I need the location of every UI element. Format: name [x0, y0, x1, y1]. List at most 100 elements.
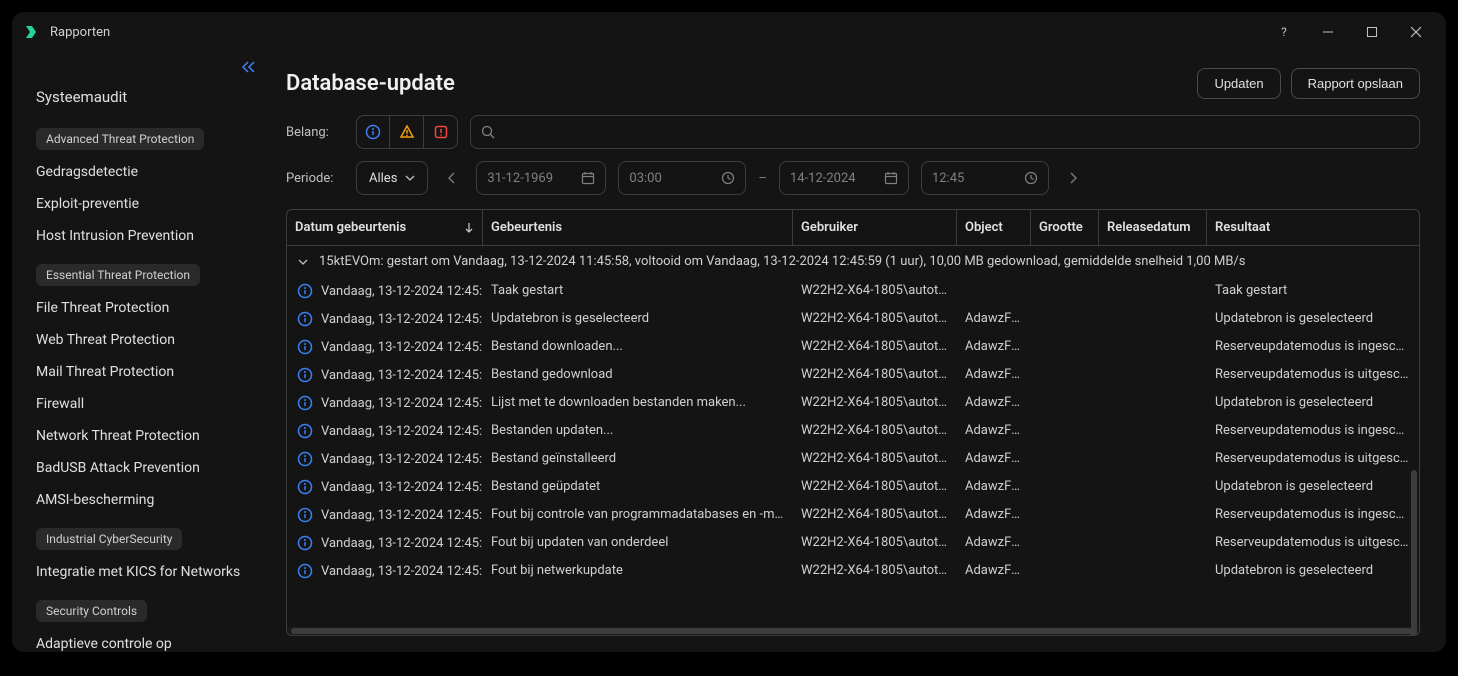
time-to-value: 12:45 [932, 171, 964, 186]
sidebar-item[interactable]: Gedragsdetectie [12, 156, 270, 188]
th-release[interactable]: Releasedatum [1099, 210, 1207, 245]
cell-size [1031, 445, 1099, 473]
time-to-input[interactable]: 12:45 [921, 161, 1049, 195]
cell-event: Bestand geïnstalleerd [483, 445, 793, 473]
search-input[interactable] [470, 115, 1420, 149]
cell-release [1099, 361, 1207, 389]
cell-size [1031, 529, 1099, 557]
cell-date: Vandaag, 13-12-2024 12:45:58 [321, 368, 483, 383]
update-button[interactable]: Updaten [1197, 68, 1280, 99]
table-row[interactable]: Vandaag, 13-12-2024 12:45:58Fout bij net… [287, 557, 1419, 585]
cell-date: Vandaag, 13-12-2024 12:45:58 [321, 564, 483, 579]
cell-user: W22H2-X64-1805\autotester [793, 333, 957, 361]
sidebar-item[interactable]: Firewall [12, 388, 270, 420]
cell-user: W22H2-X64-1805\autotester [793, 473, 957, 501]
table-row[interactable]: Vandaag, 13-12-2024 12:45:58Fout bij con… [287, 501, 1419, 529]
app-window: Rapporten ? Systeemaudit Advanced Threat… [12, 12, 1446, 652]
cell-object: AdawzFpT [957, 557, 1031, 585]
page-title: Database-update [286, 71, 455, 96]
table-row[interactable]: Vandaag, 13-12-2024 12:45:58Taak gestart… [287, 277, 1419, 305]
cell-release [1099, 417, 1207, 445]
table-row[interactable]: Vandaag, 13-12-2024 12:45:58Bestanden up… [287, 417, 1419, 445]
cell-object: AdawzFpT [957, 529, 1031, 557]
info-icon [297, 507, 313, 523]
maximize-button[interactable] [1354, 18, 1390, 46]
cell-size [1031, 333, 1099, 361]
cell-result: Reserveupdatemodus is ingeschakeld [1207, 417, 1419, 445]
info-icon [297, 423, 313, 439]
info-icon [297, 479, 313, 495]
date-to-input[interactable]: 14-12-2024 [779, 161, 909, 195]
horizontal-scrollbar[interactable] [287, 627, 1419, 635]
period-prev-button[interactable] [440, 161, 464, 195]
cell-date: Vandaag, 13-12-2024 12:45:58 [321, 536, 483, 551]
sidebar-item[interactable]: Network Threat Protection [12, 420, 270, 452]
sidebar-collapse-button[interactable] [12, 60, 270, 78]
table-body: 15ktEVOm: gestart om Vandaag, 13-12-2024… [287, 246, 1419, 627]
severity-warning-button[interactable] [390, 115, 424, 149]
minimize-button[interactable] [1310, 18, 1346, 46]
cell-object: AdawzFpT [957, 501, 1031, 529]
severity-group [356, 115, 458, 149]
sidebar-item[interactable]: Exploit-preventie [12, 188, 270, 220]
info-icon [297, 535, 313, 551]
vertical-scrollbar[interactable] [1411, 470, 1417, 636]
cell-date: Vandaag, 13-12-2024 12:45:58 [321, 284, 483, 299]
chevron-down-icon [405, 173, 415, 183]
cell-release [1099, 305, 1207, 333]
cell-release [1099, 501, 1207, 529]
severity-critical-button[interactable] [424, 115, 458, 149]
cell-object: AdawzFpT [957, 389, 1031, 417]
th-user[interactable]: Gebruiker [793, 210, 957, 245]
cell-event: Bestanden updaten... [483, 417, 793, 445]
severity-info-button[interactable] [356, 115, 390, 149]
cell-date: Vandaag, 13-12-2024 12:45:58 [321, 508, 483, 523]
table-row[interactable]: Vandaag, 13-12-2024 12:45:58Fout bij upd… [287, 529, 1419, 557]
close-button[interactable] [1398, 18, 1434, 46]
date-from-input[interactable]: 31-12-1969 [476, 161, 606, 195]
sidebar-item[interactable]: BadUSB Attack Prevention [12, 452, 270, 484]
sidebar-item-systeemaudit[interactable]: Systeemaudit [12, 78, 270, 116]
sidebar-item[interactable]: Integratie met KICS for Networks [12, 556, 270, 588]
time-from-input[interactable]: 03:00 [618, 161, 746, 195]
severity-label: Belang: [286, 125, 344, 140]
titlebar: Rapporten ? [12, 12, 1446, 52]
table-row[interactable]: Vandaag, 13-12-2024 12:45:58Updatebron i… [287, 305, 1419, 333]
th-size[interactable]: Grootte [1031, 210, 1099, 245]
app-body: Systeemaudit Advanced Threat ProtectionG… [12, 52, 1446, 652]
th-date[interactable]: Datum gebeurtenis [287, 210, 483, 245]
sidebar-item[interactable]: AMSI-bescherming [12, 484, 270, 516]
table-row[interactable]: Vandaag, 13-12-2024 12:45:58Bestand gedo… [287, 361, 1419, 389]
info-icon [297, 395, 313, 411]
sidebar-item[interactable]: Adaptieve controle op afwijkingen [12, 628, 270, 652]
sidebar-item[interactable]: File Threat Protection [12, 292, 270, 324]
table-row[interactable]: Vandaag, 13-12-2024 12:45:58Bestand geïn… [287, 445, 1419, 473]
period-next-button[interactable] [1061, 161, 1085, 195]
info-icon [297, 367, 313, 383]
table-row[interactable]: Vandaag, 13-12-2024 12:45:58Bestand down… [287, 333, 1419, 361]
cell-user: W22H2-X64-1805\autotester [793, 501, 957, 529]
table-row[interactable]: Vandaag, 13-12-2024 12:45:58Lijst met te… [287, 389, 1419, 417]
sidebar-item[interactable]: Host Intrusion Prevention [12, 220, 270, 252]
info-icon [297, 451, 313, 467]
cell-release [1099, 473, 1207, 501]
cell-release [1099, 529, 1207, 557]
calendar-icon [884, 171, 898, 185]
table-row[interactable]: Vandaag, 13-12-2024 12:45:58Bestand geüp… [287, 473, 1419, 501]
period-select[interactable]: Alles [356, 161, 428, 195]
period-label: Periode: [286, 171, 344, 186]
cell-event: Bestand gedownload [483, 361, 793, 389]
th-object[interactable]: Object [957, 210, 1031, 245]
info-icon [297, 283, 313, 299]
help-button[interactable]: ? [1266, 18, 1302, 46]
sidebar-item[interactable]: Web Threat Protection [12, 324, 270, 356]
sidebar-item[interactable]: Mail Threat Protection [12, 356, 270, 388]
th-result[interactable]: Resultaat [1207, 210, 1419, 245]
sidebar: Systeemaudit Advanced Threat ProtectionG… [12, 52, 270, 652]
th-event[interactable]: Gebeurtenis [483, 210, 793, 245]
group-row[interactable]: 15ktEVOm: gestart om Vandaag, 13-12-2024… [287, 246, 1419, 277]
header-actions: Updaten Rapport opslaan [1197, 68, 1420, 99]
save-report-button[interactable]: Rapport opslaan [1291, 68, 1420, 99]
calendar-icon [581, 171, 595, 185]
period-select-value: Alles [369, 171, 397, 186]
